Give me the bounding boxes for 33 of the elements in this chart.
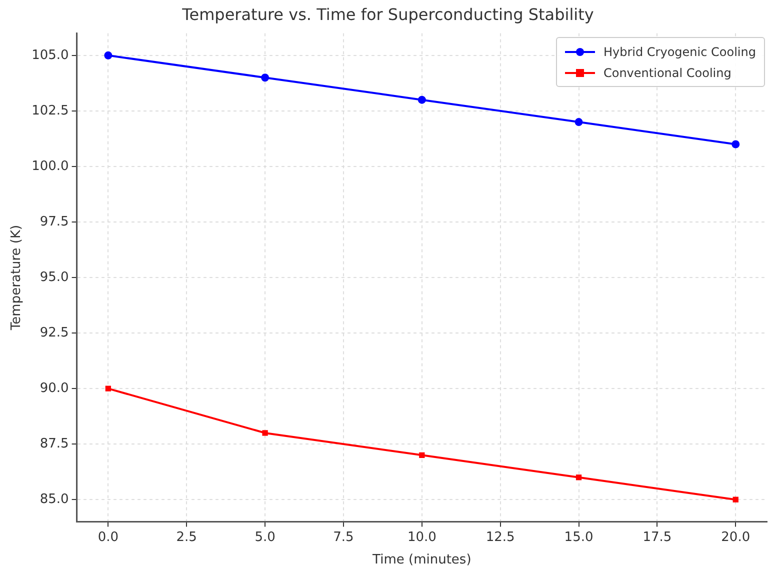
- y-tick-label: 95.0: [40, 270, 69, 285]
- point: [576, 474, 582, 480]
- x-tick-label: 15.0: [564, 530, 594, 545]
- point: [732, 496, 738, 502]
- x-tick-label: 12.5: [486, 530, 515, 545]
- x-tick-label: 0.0: [98, 530, 119, 545]
- point: [104, 51, 112, 60]
- y-tick-label: 105.0: [32, 48, 69, 63]
- point: [574, 118, 583, 126]
- x-tick-label: 2.5: [176, 530, 197, 545]
- x-tick-label: 7.5: [333, 530, 354, 545]
- y-tick-label: 87.5: [40, 436, 69, 452]
- chart-title: Temperature vs. Time for Superconducting Stability: [181, 4, 594, 24]
- x-tick-label: 17.5: [642, 530, 672, 545]
- point: [418, 96, 426, 104]
- y-tick-label: 92.5: [40, 325, 69, 340]
- point: [105, 386, 112, 392]
- point: [419, 452, 425, 458]
- legend-label: Hybrid Cryogenic Cooling: [603, 44, 756, 59]
- point: [732, 140, 740, 148]
- x-axis-title: Time (minutes): [372, 552, 472, 568]
- legend-label: Conventional Cooling: [603, 66, 732, 80]
- x-tick-label: 5.0: [254, 530, 276, 545]
- y-axis-title: Temperature (K): [9, 224, 24, 332]
- x-tick-label: 10.0: [407, 530, 436, 545]
- y-tick-label: 90.0: [40, 380, 69, 396]
- y-tick-label: 97.5: [40, 214, 69, 230]
- y-tick-label: 85.0: [40, 492, 69, 507]
- y-tick-label: 100.0: [32, 158, 69, 174]
- x-tick-label: 20.0: [721, 530, 750, 545]
- point: [262, 430, 268, 436]
- y-tick-label: 102.5: [32, 103, 69, 118]
- point: [261, 74, 270, 82]
